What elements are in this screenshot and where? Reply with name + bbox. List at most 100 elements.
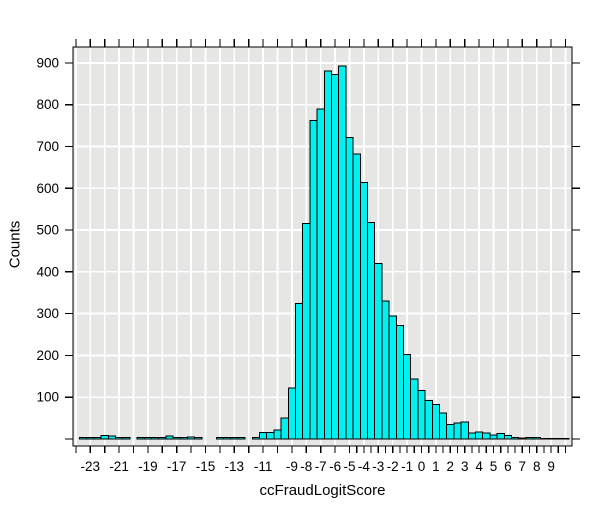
x-tick-label: 5 <box>490 459 498 474</box>
histogram-bar <box>150 436 160 440</box>
y-tick-label: 400 <box>36 264 59 279</box>
histogram-bar <box>503 435 513 440</box>
x-tick-label: 6 <box>504 459 512 474</box>
histogram-bar <box>446 423 455 440</box>
x-tick-label: -23 <box>81 459 101 474</box>
histogram-bar <box>172 436 181 440</box>
y-tick-label: 200 <box>36 348 59 363</box>
histogram-bar <box>143 436 152 440</box>
histogram-bar <box>122 436 131 440</box>
x-tick-label: 0 <box>418 459 426 474</box>
x-tick-label: -5 <box>343 459 355 474</box>
histogram-bar <box>222 436 232 440</box>
histogram-bar <box>323 70 333 440</box>
histogram-bar <box>475 431 484 440</box>
x-tick-label: -6 <box>329 459 341 474</box>
histogram-bar <box>489 434 498 440</box>
histogram-bar <box>302 222 311 440</box>
histogram-bar <box>194 436 203 440</box>
histogram-bar <box>539 438 549 440</box>
x-tick-label: -2 <box>387 459 399 474</box>
x-tick-label: -4 <box>358 459 370 474</box>
histogram-bar <box>381 300 390 440</box>
histogram-bar <box>359 181 369 440</box>
histogram-bar <box>395 324 405 440</box>
x-tick-label: -19 <box>138 459 158 474</box>
histogram-bar <box>367 222 376 440</box>
histogram-bar <box>331 74 340 440</box>
x-tick-label: -11 <box>254 459 273 474</box>
histogram-bar <box>511 437 520 440</box>
histogram-bar <box>561 438 570 440</box>
y-tick-label: 900 <box>36 55 59 70</box>
histogram-bar <box>251 436 260 440</box>
x-tick-label: 8 <box>533 459 541 474</box>
x-tick-label: 3 <box>461 459 469 474</box>
histogram-bar <box>316 108 325 440</box>
x-tick-label: -9 <box>286 459 298 474</box>
histogram-bar <box>403 354 412 440</box>
histogram-bar <box>424 400 433 440</box>
histogram-bar <box>114 436 124 440</box>
histogram-bar <box>107 435 116 440</box>
histogram-bar <box>453 422 462 440</box>
x-tick-label: -13 <box>225 459 245 474</box>
histogram-bar <box>86 436 95 440</box>
y-tick-label: 800 <box>36 97 59 112</box>
histogram-bar <box>525 437 534 440</box>
histogram-bar <box>136 436 145 440</box>
histogram-bar <box>179 436 188 440</box>
x-tick-label: -7 <box>315 459 327 474</box>
histogram-bar <box>158 436 167 440</box>
histogram-bar <box>388 315 397 440</box>
histogram-bar <box>467 432 477 440</box>
histogram-bar <box>294 303 304 440</box>
y-tick-label: 500 <box>36 223 59 238</box>
histogram-bar <box>93 436 102 440</box>
plot-frame <box>72 46 573 447</box>
x-tick-label: -1 <box>401 459 413 474</box>
histogram-bar <box>439 412 448 440</box>
histogram-bar <box>518 437 527 440</box>
y-tick-label: 700 <box>36 139 59 154</box>
histogram-bar <box>100 435 109 440</box>
histogram-bar <box>309 120 318 440</box>
x-tick-label: -3 <box>372 459 384 474</box>
x-tick-label: 1 <box>432 459 440 474</box>
histogram-bar <box>165 435 174 440</box>
histogram-bar <box>258 431 268 440</box>
x-tick-label: -21 <box>109 459 129 474</box>
x-tick-label: -15 <box>196 459 216 474</box>
histogram-bar <box>215 436 224 440</box>
histogram-bar <box>186 436 196 440</box>
histogram-bar <box>547 438 556 440</box>
y-tick-label: 300 <box>36 306 59 321</box>
histogram-bar <box>482 432 491 440</box>
histogram-bar <box>280 417 289 440</box>
y-tick-label: 100 <box>36 390 59 405</box>
histogram-bar <box>78 436 88 440</box>
histogram-bar <box>338 65 347 440</box>
histogram-bar <box>496 433 505 440</box>
x-tick-label: 2 <box>447 459 455 474</box>
histogram-bar <box>266 431 275 440</box>
histogram-bar <box>287 387 296 440</box>
y-axis-title: Counts <box>6 220 24 269</box>
y-tick-label: 600 <box>36 181 59 196</box>
x-tick-label: -17 <box>167 459 187 474</box>
histogram-bar <box>374 262 383 440</box>
x-tick-label: 4 <box>475 459 483 474</box>
histogram-bar <box>237 437 246 440</box>
histogram-bar <box>230 436 239 440</box>
histogram-bar <box>352 153 361 440</box>
histogram-bar <box>460 421 469 440</box>
x-axis-title: ccFraudLogitScore <box>259 482 386 499</box>
x-tick-label: -8 <box>300 459 312 474</box>
x-tick-label: 7 <box>519 459 527 474</box>
histogram-bar <box>554 438 563 440</box>
histogram-bar <box>532 437 541 440</box>
histogram-bar <box>273 429 282 440</box>
histogram-bar <box>417 390 426 440</box>
